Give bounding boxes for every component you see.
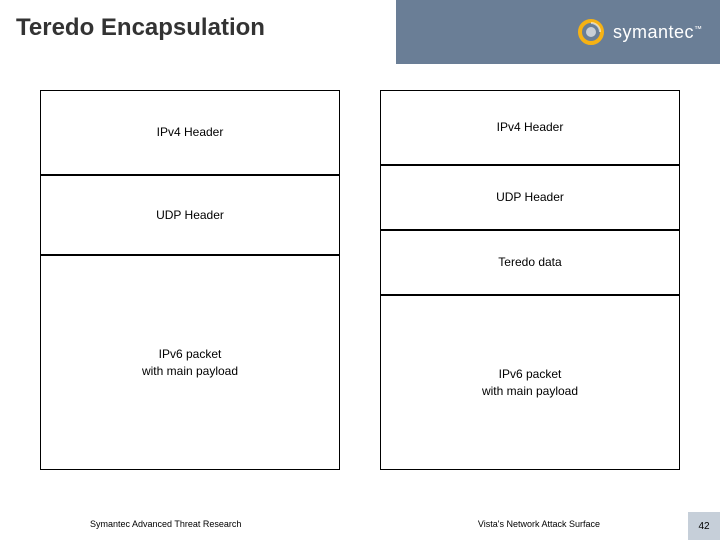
packet-cell: UDP Header xyxy=(380,165,680,230)
right-packet-stack: IPv4 Header UDP Header Teredo data IPv6 pac… xyxy=(380,90,680,470)
packet-cell-label: IPv4 Header xyxy=(157,124,224,140)
trademark-icon: ™ xyxy=(694,24,702,33)
packet-cell: Teredo data xyxy=(380,230,680,295)
slide-title: Teredo Encapsulation xyxy=(16,14,265,42)
packet-cell: IPv4 Header xyxy=(40,90,340,175)
packet-cell-label: IPv6 packet xyxy=(159,346,222,362)
packet-cell-label: UDP Header xyxy=(156,207,224,223)
brand-name: symantec™ xyxy=(613,22,702,43)
page-number: 42 xyxy=(688,512,720,540)
brand-logo-wrap: symantec™ xyxy=(575,16,702,48)
packet-cell: IPv6 packetwith main payload xyxy=(380,295,680,470)
packet-cell-label: UDP Header xyxy=(496,189,564,205)
header-brand-band: symantec™ xyxy=(396,0,720,64)
diagram-area: IPv4 HeaderUDP HeaderIPv6 packetwith mai… xyxy=(0,90,720,486)
packet-cell-label: with main payload xyxy=(142,363,238,379)
left-packet-stack: IPv4 Header UDP Header IPv6 packetwith mai… xyxy=(40,90,340,470)
slide: symantec™ Teredo Encapsulation IPv4 Head… xyxy=(0,0,720,540)
footer-right-text: Vista's Network Attack Surface xyxy=(478,519,600,529)
packet-cell-label: IPv4 Header xyxy=(497,119,564,135)
packet-cell-label: Teredo data xyxy=(498,254,561,270)
packet-cell: UDP Header xyxy=(40,175,340,255)
packet-cell: IPv6 packetwith main payload xyxy=(40,255,340,470)
brand-text: symantec xyxy=(613,22,694,42)
slide-footer: Symantec Advanced Threat Research Vista'… xyxy=(0,512,720,540)
packet-cell-label: with main payload xyxy=(482,383,578,399)
footer-left-text: Symantec Advanced Threat Research xyxy=(90,519,241,529)
header-band: symantec™ Teredo Encapsulation xyxy=(0,0,720,64)
symantec-logo-icon xyxy=(575,16,607,48)
packet-cell-label: IPv6 packet xyxy=(499,366,562,382)
packet-cell: IPv4 Header xyxy=(380,90,680,165)
